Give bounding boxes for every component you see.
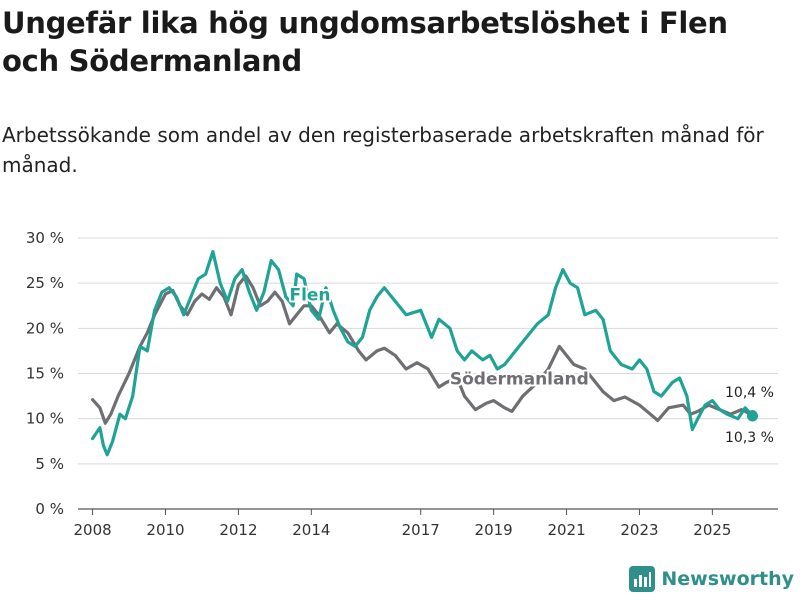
brand-name: Newsworthy — [661, 568, 794, 590]
y-tick-label: 10 % — [26, 410, 64, 428]
end-value-flen: 10,3 % — [725, 430, 774, 446]
x-tick-label: 2010 — [146, 521, 184, 539]
x-tick-label: 2025 — [693, 521, 731, 539]
series-line-sdermanland — [91, 274, 755, 425]
x-tick-label: 2019 — [475, 521, 513, 539]
newsworthy-brand: Newsworthy — [629, 564, 794, 594]
chart-title: Ungefär lika hög ungdomsarbetslöshet i F… — [2, 6, 728, 78]
y-tick-label: 5 % — [35, 455, 64, 473]
y-tick-label: 0 % — [35, 500, 64, 518]
end-value-sodermanland: 10,4 % — [725, 385, 774, 401]
y-tick-label: 20 % — [26, 319, 64, 337]
newsworthy-logo-icon — [629, 566, 656, 592]
x-tick-label: 2014 — [292, 521, 330, 539]
chart-subtitle: Arbetssökande som andel av den registerb… — [2, 123, 764, 177]
series-label-flen: Flen — [289, 285, 330, 305]
y-tick-label: 25 % — [26, 274, 64, 292]
y-tick-label: 15 % — [26, 365, 64, 383]
line-chart: 0 % 5 % 10 % 15 % 20 % 25 % 30 % 2008 2010 2012 20… — [26, 229, 778, 539]
y-tick-label: 30 % — [26, 229, 64, 247]
x-tick-label: 2008 — [73, 521, 111, 539]
end-point-flen — [746, 410, 758, 422]
x-tick-label: 2012 — [219, 521, 257, 539]
x-tick-label: 2021 — [547, 521, 585, 539]
x-tick-label: 2023 — [620, 521, 658, 539]
series-label-sodermanland: Södermanland — [450, 369, 589, 389]
x-tick-label: 2017 — [402, 521, 440, 539]
series-line-flen — [91, 250, 755, 457]
